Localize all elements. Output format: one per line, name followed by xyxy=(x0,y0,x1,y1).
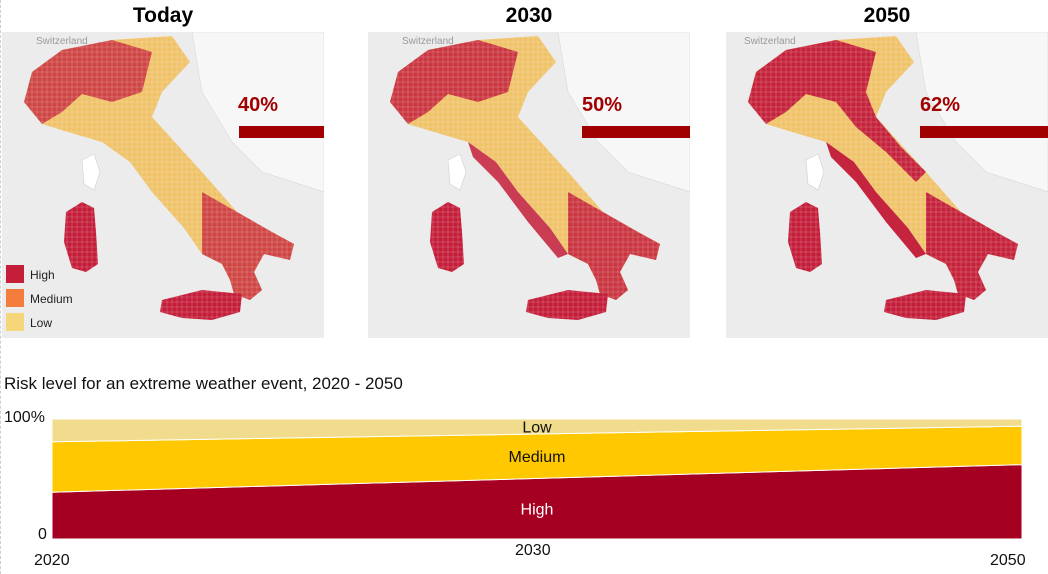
map-title-today: Today xyxy=(132,4,194,27)
area-chart-title: Risk level for an extreme weather event,… xyxy=(4,374,403,393)
area-band-low xyxy=(51,418,1023,443)
high-risk-share-2030: 50% xyxy=(582,94,623,116)
italy-map-2050 xyxy=(748,32,1048,320)
high-risk-overlay xyxy=(390,40,660,300)
y-tick-0: 0 xyxy=(38,526,47,543)
legend-item-medium: Medium xyxy=(6,289,126,309)
country-label-switzerland: Switzerland xyxy=(744,36,796,47)
high-risk-share-bar-today xyxy=(239,126,324,138)
legend-swatch-low xyxy=(6,313,24,331)
map-panel-today: Today Switzerland 40% High Medium Low xyxy=(2,0,324,340)
sardinia-shape xyxy=(788,202,822,272)
corsica-shape xyxy=(805,153,825,191)
x-tick-2030: 2030 xyxy=(515,542,551,559)
sicily-shape xyxy=(884,290,966,320)
neighbour-land-shape xyxy=(915,32,1048,193)
italy-map-today xyxy=(24,32,324,320)
x-tick-2050: 2050 xyxy=(990,552,1026,569)
legend-label-low: Low xyxy=(30,316,53,330)
sicily-shape xyxy=(526,290,608,320)
map-title-2030: 2030 xyxy=(505,4,553,27)
area-label-high: High xyxy=(521,502,554,519)
area-label-low: Low xyxy=(522,420,552,437)
risk-map-2030: Switzerland 50% xyxy=(368,32,690,338)
high-risk-overlay xyxy=(748,40,1018,300)
y-tick-100: 100% xyxy=(4,409,45,426)
area-label-medium: Medium xyxy=(509,449,566,466)
high-risk-share-bar-2050 xyxy=(920,126,1048,138)
risk-map-today: Switzerland 40% xyxy=(2,32,324,338)
corsica-shape xyxy=(447,153,467,191)
sardinia-shape xyxy=(430,202,464,272)
neighbour-land-shape xyxy=(191,32,324,193)
legend-label-high: High xyxy=(30,268,55,282)
high-risk-overlay xyxy=(24,40,294,300)
map-panel-2030: 2030 Switzerland 50% xyxy=(368,0,690,340)
legend-item-high: High xyxy=(6,265,126,285)
high-risk-share-bar-2030 xyxy=(582,126,690,138)
legend-item-low: Low xyxy=(6,313,126,333)
sardinia-shape xyxy=(64,202,98,272)
neighbour-land-shape xyxy=(557,32,690,193)
high-risk-share-2050: 62% xyxy=(920,94,961,116)
country-label-switzerland: Switzerland xyxy=(402,36,454,47)
country-label-switzerland: Switzerland xyxy=(36,36,88,47)
map-panel-2050: 2050 Switzerland 62% xyxy=(726,0,1048,340)
left-dashed-rule xyxy=(0,0,1,574)
corsica-shape xyxy=(81,153,101,191)
risk-map-2050: Switzerland 62% xyxy=(726,32,1048,338)
x-tick-2020: 2020 xyxy=(34,552,70,569)
sicily-shape xyxy=(160,290,242,320)
map-title-2050: 2050 xyxy=(863,4,911,27)
high-risk-share-today: 40% xyxy=(238,94,279,116)
legend-swatch-medium xyxy=(6,289,24,307)
legend-label-medium: Medium xyxy=(30,292,73,306)
italy-map-2030 xyxy=(390,32,690,320)
legend-swatch-high xyxy=(6,265,24,283)
